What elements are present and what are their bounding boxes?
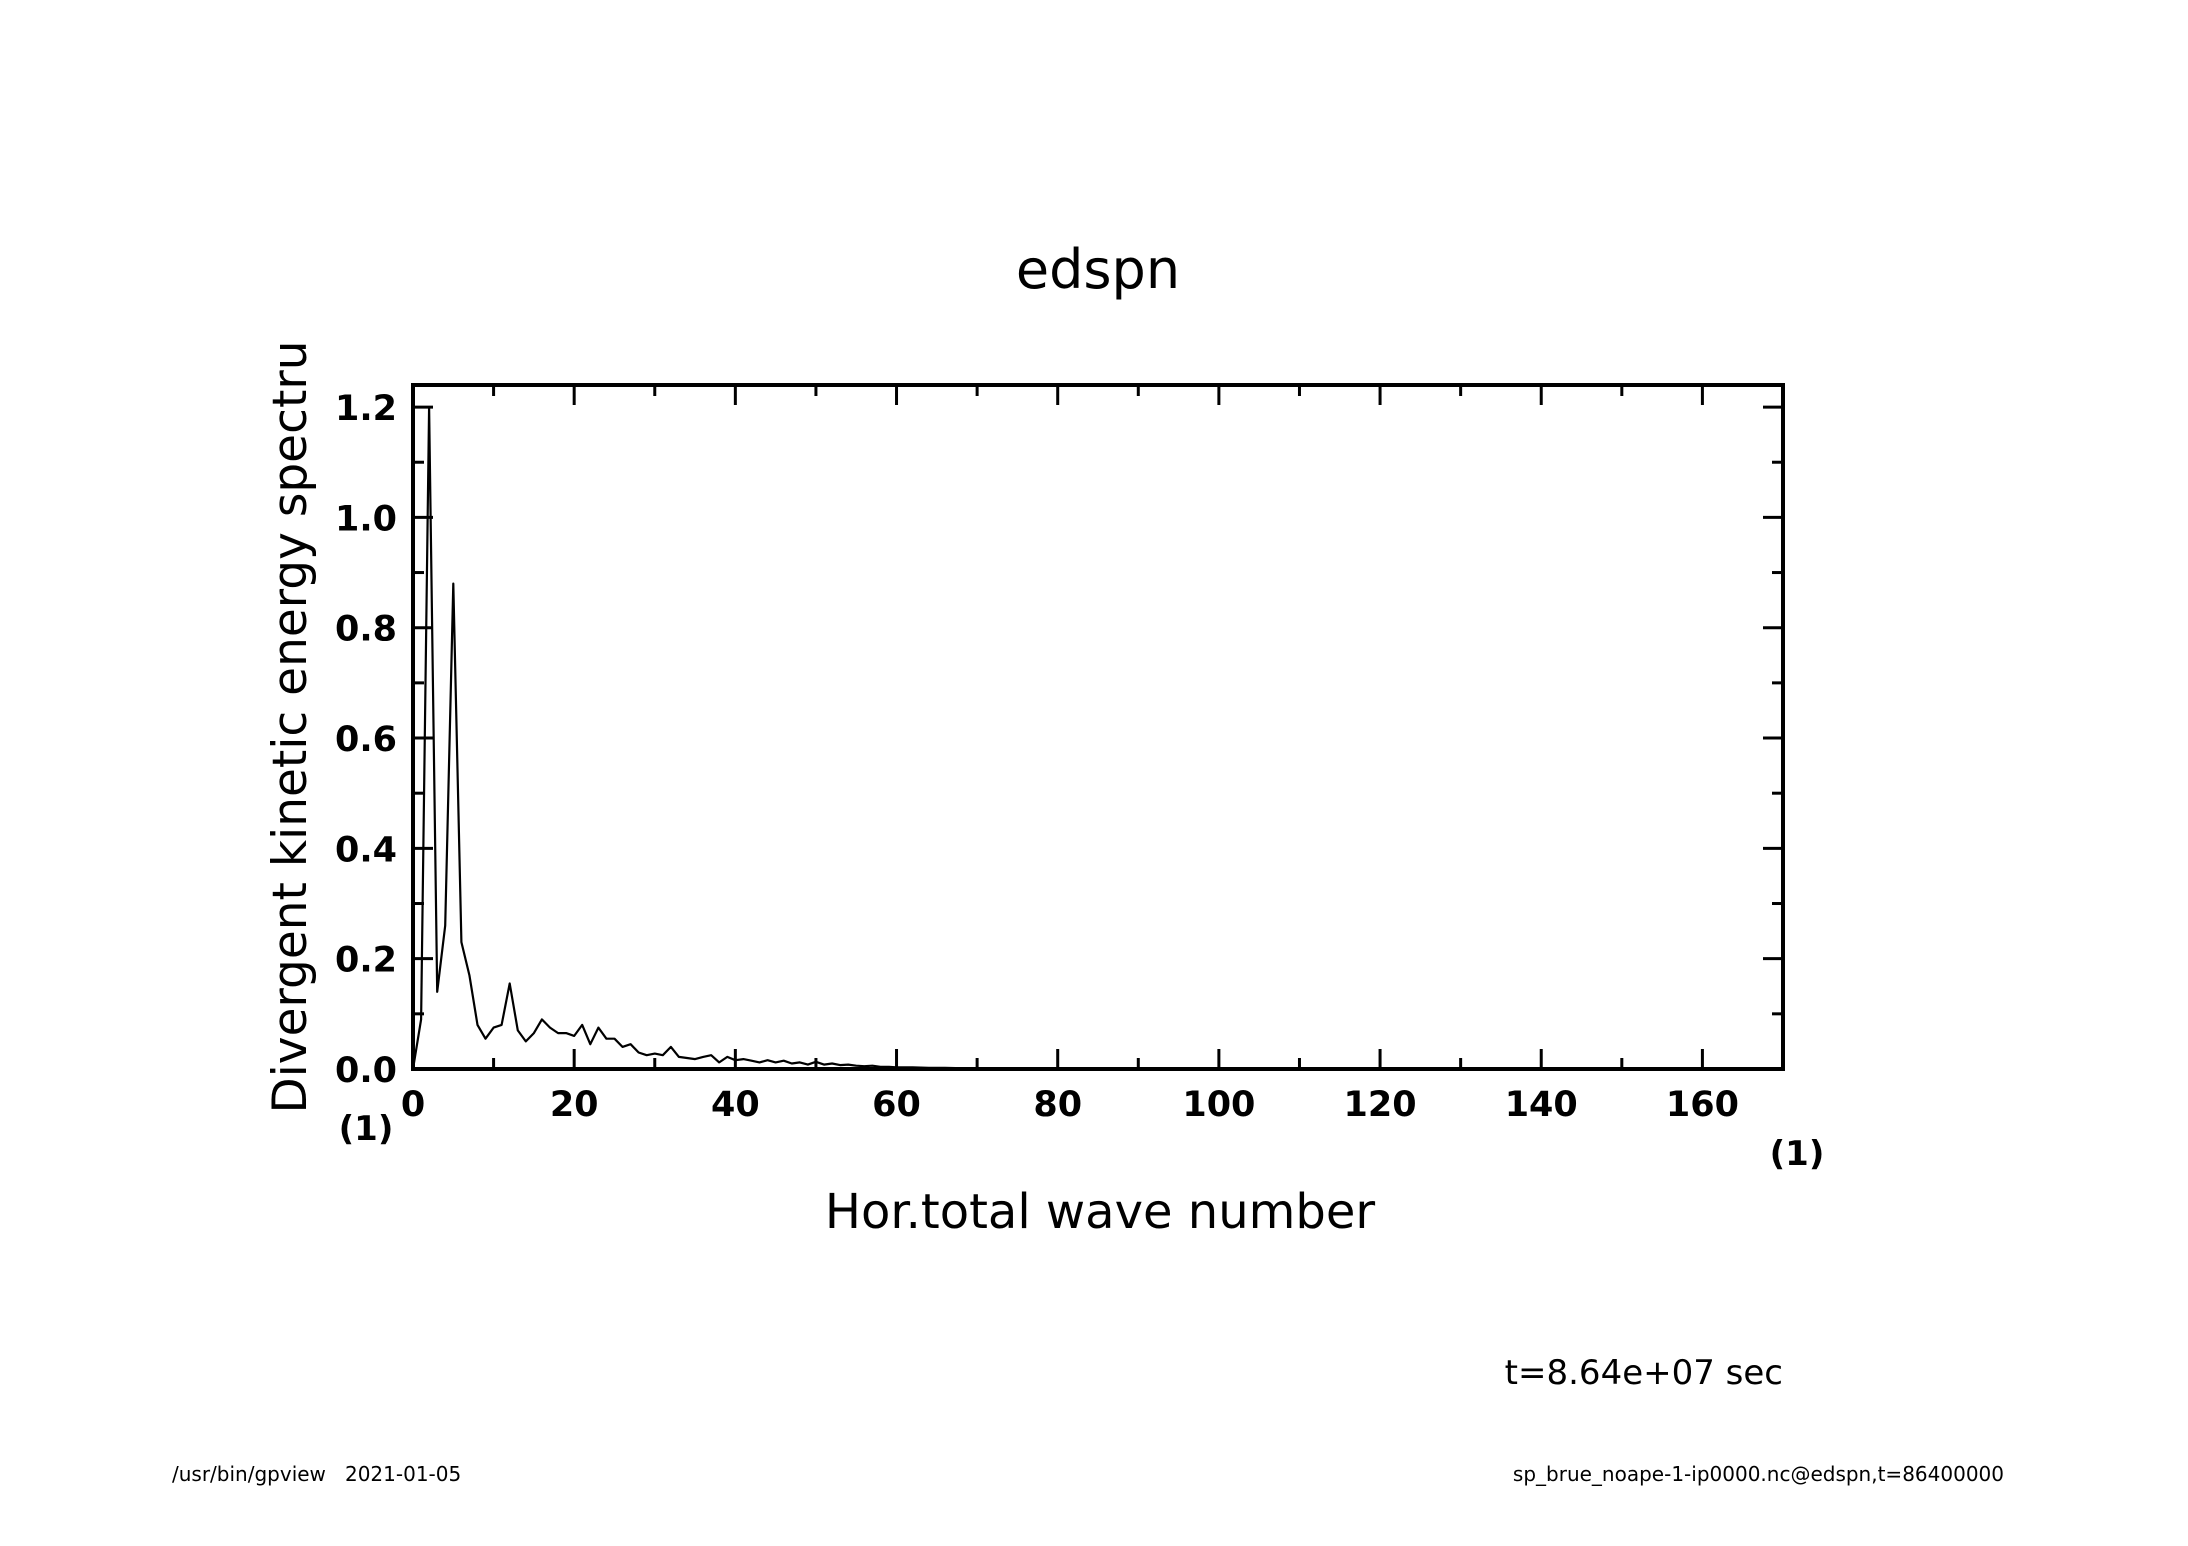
data-series-line [411,406,1783,1070]
y-axis-label: Divergent kinetic energy spectru [263,341,318,1114]
y-tick-label: 0.4 [335,830,397,870]
x-tick-label: 60 [872,1085,921,1125]
x-tick-label: 160 [1666,1085,1739,1125]
x-tick-label: 120 [1344,1085,1417,1125]
time-label: t=8.64e+07 sec [1505,1353,1783,1393]
x-tick-label: 0 [401,1085,425,1125]
y-unit-label: (1) [339,1109,394,1149]
y-tick-label: 0.8 [335,610,397,650]
x-tick-label: 100 [1182,1085,1255,1125]
y-tick-label: 1.0 [335,499,397,539]
x-tick-label: 80 [1033,1085,1082,1125]
plot-frame [411,383,1785,1071]
x-unit-label: (1) [1770,1134,1825,1174]
footer-left: /usr/bin/gpview 2021-01-05 [172,1462,461,1486]
x-tick-label: 40 [711,1085,760,1125]
x-tick-label: 20 [550,1085,599,1125]
y-tick-label: 0.6 [335,720,397,760]
x-axis-tick-labels: 0 20 40 60 80 100 120 140 160 [401,1085,1739,1125]
plot-area: 0 20 40 60 80 100 120 140 160 0.0 0.2 0.4 0.6 0.8 1.0… [335,383,1785,1125]
y-axis-ticks [413,405,1783,1071]
y-tick-label: 1.2 [335,389,397,429]
x-axis-label: Hor.total wave number [825,1184,1376,1240]
footer-right: sp_brue_noape-1-ip0000.nc@edspn,t=864000… [1513,1462,2004,1486]
y-tick-label: 0.0 [335,1051,397,1091]
x-axis-ticks [411,385,1785,1069]
x-tick-label: 140 [1505,1085,1578,1125]
y-axis-tick-labels: 0.0 0.2 0.4 0.6 0.8 1.0 1.2 [335,389,397,1091]
chart-title: edspn [1016,238,1180,301]
y-tick-label: 0.2 [335,941,397,981]
